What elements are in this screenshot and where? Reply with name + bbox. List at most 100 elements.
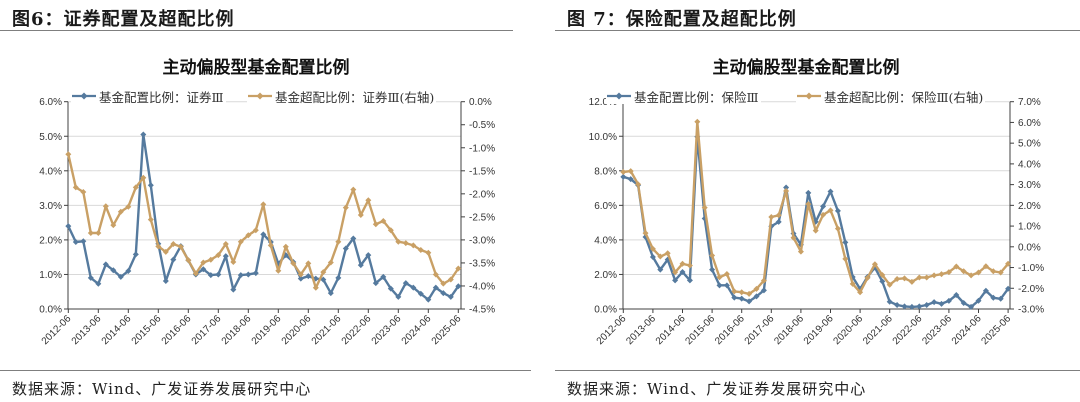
data-point-marker-icon (923, 302, 930, 309)
figure-title-6: 图6：证券配置及超配比例 (12, 9, 235, 30)
series-line (67, 153, 460, 289)
data-point-marker-icon (627, 176, 634, 183)
data-point-marker-icon (215, 271, 222, 278)
footer-divider-right (555, 370, 1080, 371)
data-point-marker-icon (200, 259, 207, 266)
x-axis-label: 2013-06 (624, 313, 658, 347)
data-point-marker-icon (125, 203, 132, 210)
data-point-marker-icon (380, 273, 387, 280)
data-point-marker-icon (447, 293, 454, 300)
data-point-marker-icon (320, 276, 327, 283)
data-point-marker-icon (162, 248, 169, 255)
data-point-marker-icon (694, 118, 701, 125)
data-point-marker-icon (410, 242, 417, 249)
data-point-marker-icon (620, 173, 627, 180)
data-point-marker-icon (820, 211, 827, 218)
data-point-marker-icon (923, 274, 930, 281)
left-axis-label: 0.0% (39, 305, 62, 316)
legend-item-insurance-allocation: 基金配置比例：保险Ⅲ (606, 88, 761, 105)
data-point-marker-icon (746, 290, 753, 297)
right-axis-label: -2.0% (469, 189, 495, 200)
data-point-marker-icon (731, 294, 738, 301)
data-point-marker-icon (252, 270, 259, 277)
data-point-marker-icon (305, 273, 312, 280)
data-point-marker-icon (842, 239, 849, 246)
data-point-marker-icon (812, 227, 819, 234)
data-point-marker-icon (185, 257, 192, 264)
data-point-marker-icon (701, 204, 708, 211)
data-point-marker-icon (975, 297, 982, 304)
data-point-marker-icon (95, 229, 102, 236)
data-point-marker-icon (342, 204, 349, 211)
data-point-marker-icon (440, 280, 447, 287)
data-point-marker-icon (657, 253, 664, 260)
data-point-marker-icon (65, 223, 72, 230)
left-axis-label: 0.0% (594, 305, 617, 316)
data-point-marker-icon (162, 278, 169, 285)
data-point-marker-icon (960, 268, 967, 275)
data-point-marker-icon (372, 280, 379, 287)
chart-title-securities: 主动偏股型基金配置比例 (162, 58, 350, 78)
legend-item-securities-overweight: 基金超配比例：证券Ⅲ(右轴) (247, 88, 437, 105)
right-axis-label: 3.0% (1018, 180, 1041, 191)
data-point-marker-icon (953, 263, 960, 270)
chart-2-plot: 0.0% 2.0% 4.0% 6.0% 8.0% 10.0% 12.0% -3.0% -2.0%… (589, 97, 1045, 347)
data-point-marker-icon (871, 261, 878, 268)
data-point-marker-icon (117, 273, 124, 280)
data-point-marker-icon (110, 267, 117, 274)
data-point-marker-icon (760, 277, 767, 284)
data-point-marker-icon (709, 266, 716, 273)
data-point-marker-icon (237, 238, 244, 245)
data-point-marker-icon (282, 243, 289, 250)
data-point-marker-icon (672, 269, 679, 276)
series-1 (620, 133, 1012, 310)
left-axis-label: 8.0% (594, 166, 617, 177)
x-axis-label: 2019-06 (250, 313, 284, 347)
data-point-marker-icon (842, 255, 849, 262)
data-point-marker-icon (365, 252, 372, 259)
data-point-marker-icon (827, 207, 834, 214)
right-axis-label: -3.5% (469, 258, 495, 269)
data-point-marker-icon (132, 251, 139, 258)
series-1 (65, 131, 462, 303)
x-axis-label: 2022-06 (891, 313, 925, 347)
data-point-marker-icon (975, 269, 982, 276)
x-axis-label: 2017-06 (190, 313, 224, 347)
data-point-marker-icon (968, 272, 975, 279)
x-axis-label: 2024-06 (950, 313, 984, 347)
data-point-marker-icon (908, 278, 915, 285)
data-point-marker-icon (627, 168, 634, 175)
data-point-marker-icon (155, 243, 162, 250)
data-point-marker-icon (746, 298, 753, 305)
x-axis-label: 2016-06 (160, 313, 194, 347)
data-point-marker-icon (87, 274, 94, 281)
data-point-marker-icon (215, 252, 222, 259)
data-point-marker-icon (931, 272, 938, 279)
data-point-marker-icon (170, 241, 177, 248)
data-point-marker-icon (805, 201, 812, 208)
x-axis-label: 2015-06 (683, 313, 717, 347)
data-point-marker-icon (886, 298, 893, 305)
data-point-marker-icon (672, 277, 679, 284)
data-point-marker-icon (908, 303, 915, 310)
data-point-marker-icon (222, 253, 229, 260)
data-point-marker-icon (117, 208, 124, 215)
right-axis-label: -1.0% (469, 143, 495, 154)
right-axis-label: 4.0% (1018, 159, 1041, 170)
data-point-marker-icon (664, 250, 671, 257)
data-point-marker-icon (642, 230, 649, 237)
data-point-marker-icon (267, 242, 274, 249)
data-point-marker-icon (886, 281, 893, 288)
data-point-marker-icon (709, 252, 716, 259)
right-axis-label: -4.5% (469, 305, 495, 316)
right-axis-label: 7.0% (1018, 97, 1041, 108)
data-point-marker-icon (997, 295, 1004, 302)
data-point-marker-icon (387, 285, 394, 292)
left-axis-label: 3.0% (39, 201, 62, 212)
data-point-marker-icon (425, 249, 432, 256)
data-point-marker-icon (938, 271, 945, 278)
left-axis-label: 6.0% (594, 201, 617, 212)
data-point-marker-icon (402, 240, 409, 247)
data-point-marker-icon (723, 282, 730, 289)
